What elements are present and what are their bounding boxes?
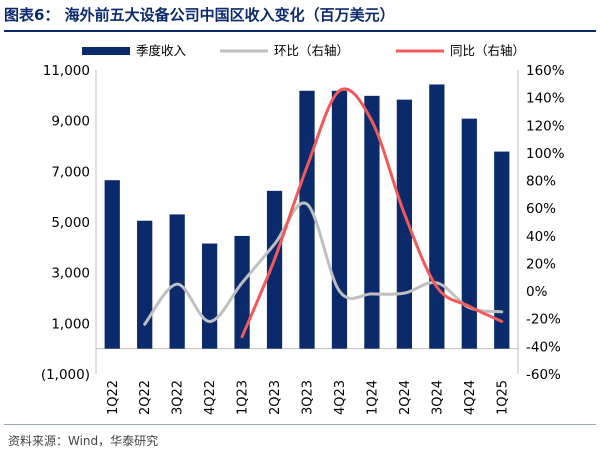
- chart-title: 图表6： 海外前五大设备公司中国区收入变化（百万美元）: [4, 6, 395, 24]
- legend: 季度收入 环比（右轴） 同比（右轴）: [82, 43, 525, 58]
- revenue-bar: [331, 90, 348, 349]
- y-tick-label-right: 140%: [526, 91, 565, 107]
- y-tick-label-left: 9,000: [51, 114, 90, 130]
- revenue-chart: 季度收入 环比（右轴） 同比（右轴） 11,000 9,000 7,000 5,000…: [41, 43, 565, 415]
- revenue-bar: [137, 220, 153, 349]
- y-tick-label-right: 60%: [526, 201, 556, 217]
- revenue-bar: [429, 84, 445, 349]
- yoy-line: [240, 87, 504, 339]
- y-tick-label-right: 0%: [526, 284, 548, 300]
- y-tick-label-left: 7,000: [51, 164, 90, 180]
- x-tick-label: 1Q25: [495, 380, 510, 415]
- revenue-bar: [396, 99, 413, 349]
- footer-rule: [4, 424, 596, 425]
- y-tick-label-right: -20%: [526, 312, 561, 328]
- legend-swatch-revenue: [82, 47, 130, 55]
- x-tick-label: 2Q24: [398, 380, 413, 415]
- x-tick-label: 1Q24: [365, 380, 380, 415]
- y-tick-label-right: -40%: [526, 339, 561, 355]
- x-tick-label: 2Q22: [138, 380, 153, 415]
- revenue-bar: [364, 95, 380, 349]
- x-tick-label: 3Q23: [301, 380, 316, 415]
- line-series: [143, 87, 504, 339]
- y-tick-label-left: 5,000: [51, 215, 90, 231]
- qoq-line: [143, 201, 504, 326]
- revenue-bar: [234, 235, 250, 349]
- x-tick-label: 1Q22: [106, 380, 121, 415]
- revenue-bar: [169, 214, 185, 349]
- x-tick-label: 4Q23: [333, 380, 348, 415]
- y-tick-label-left: 11,000: [43, 63, 90, 79]
- y-tick-label-right: 40%: [526, 229, 556, 245]
- y-tick-label-right: 80%: [526, 174, 556, 190]
- legend-label-revenue: 季度收入: [136, 43, 187, 58]
- y-tick-label-right: 100%: [526, 146, 565, 162]
- title-rule: [4, 30, 596, 32]
- y-tick-label-left: 3,000: [51, 266, 90, 282]
- y-tick-label-right: 160%: [526, 63, 565, 79]
- revenue-bar: [494, 151, 510, 349]
- bar-series: [104, 84, 510, 349]
- revenue-bar: [104, 180, 120, 349]
- x-tick-label: 4Q22: [203, 380, 218, 415]
- y-tick-label-right: -60%: [526, 367, 561, 383]
- x-tick-label: 4Q24: [463, 380, 478, 415]
- y-tick-label-left: (1,000): [41, 367, 90, 383]
- x-tick-label: 2Q23: [268, 380, 283, 415]
- x-tick-label: 3Q24: [430, 380, 445, 415]
- legend-label-yoy: 同比（右轴）: [450, 43, 525, 58]
- y-tick-label-right: 120%: [526, 118, 565, 134]
- y-tick-label-right: 20%: [526, 256, 556, 272]
- x-tick-label: 1Q23: [236, 380, 251, 415]
- y-tick-label-left: 1,000: [51, 316, 90, 332]
- legend-label-qoq: 环比（右轴）: [274, 43, 349, 58]
- x-tick-label: 3Q22: [171, 380, 186, 415]
- tick-labels: 11,000 9,000 7,000 5,000 3,000 1,000 (1,000) 16…: [41, 63, 565, 415]
- source-note: 资料来源：Wind，华泰研究: [8, 434, 159, 448]
- revenue-bar: [201, 243, 218, 349]
- revenue-bar: [461, 118, 477, 349]
- revenue-bar: [266, 190, 283, 349]
- revenue-bar: [299, 90, 315, 349]
